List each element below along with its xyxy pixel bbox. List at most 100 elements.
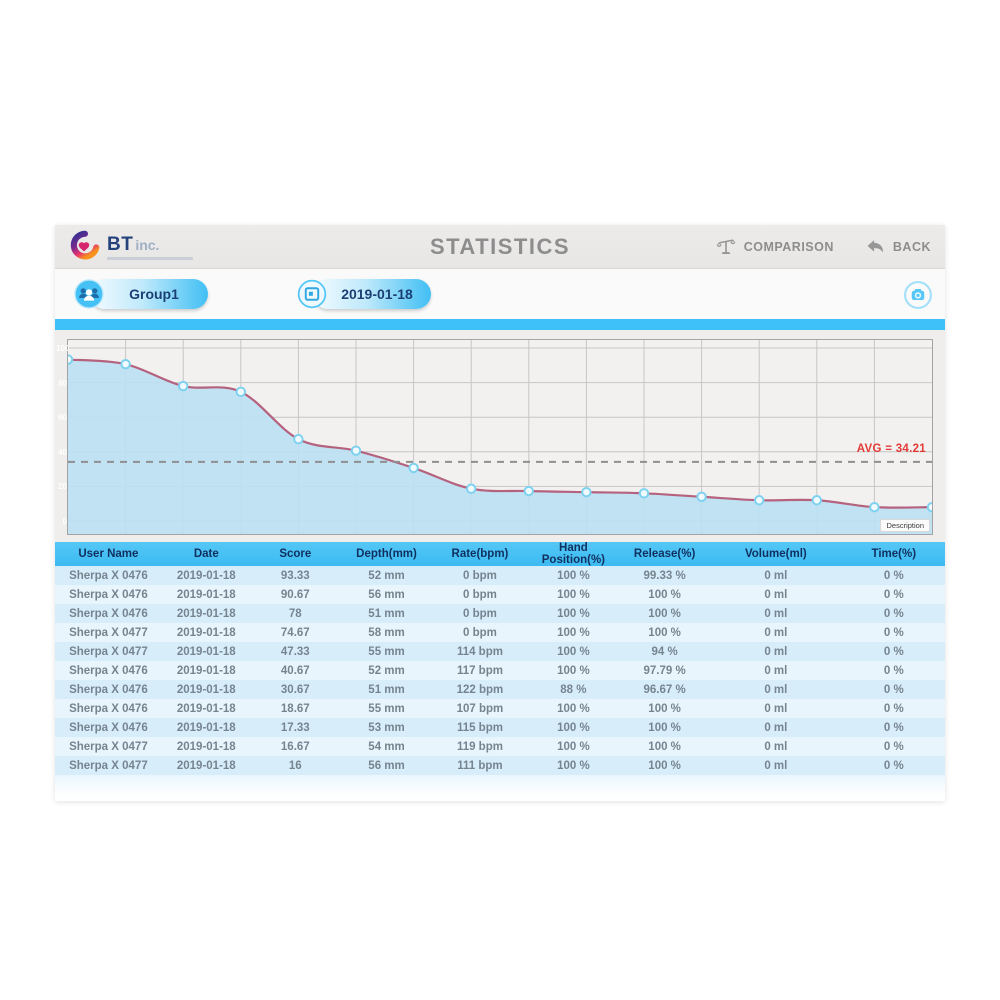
- table-cell: 100 %: [620, 604, 709, 623]
- table-cell: 100 %: [527, 661, 620, 680]
- table-cell: 58 mm: [340, 623, 433, 642]
- table-cell: 0 ml: [709, 680, 843, 699]
- y-axis-tick-label: 40: [56, 448, 67, 457]
- table-cell: 100 %: [527, 585, 620, 604]
- table-cell: 119 bpm: [433, 737, 526, 756]
- table-cell: 0 ml: [709, 566, 843, 585]
- group-people-icon: [73, 278, 105, 310]
- results-table: User NameDateScoreDepth(mm)Rate(bpm)Hand…: [55, 542, 945, 775]
- table-cell: 0 ml: [709, 661, 843, 680]
- comparison-button[interactable]: COMPARISON: [715, 236, 834, 258]
- table-cell: 78: [251, 604, 340, 623]
- filter-bar: Group1 2019-01-18: [55, 269, 945, 319]
- table-cell: 0 %: [843, 756, 945, 775]
- table-row[interactable]: Sherpa X 04762019-01-187851 mm0 bpm100 %…: [55, 604, 945, 623]
- table-cell: 0 %: [843, 623, 945, 642]
- table-cell: 0 %: [843, 585, 945, 604]
- table-cell: 51 mm: [340, 680, 433, 699]
- group-selector[interactable]: Group1: [73, 278, 208, 310]
- y-axis-tick-label: 80: [56, 379, 67, 388]
- table-cell: 0 %: [843, 566, 945, 585]
- table-cell: 0 ml: [709, 756, 843, 775]
- table-cell: 56 mm: [340, 756, 433, 775]
- table-row[interactable]: Sherpa X 04762019-01-1817.3353 mm115 bpm…: [55, 718, 945, 737]
- table-row[interactable]: Sherpa X 04772019-01-1874.6758 mm0 bpm10…: [55, 623, 945, 642]
- table-cell: Sherpa X 0476: [55, 699, 162, 718]
- table-cell: 2019-01-18: [162, 585, 251, 604]
- y-axis-tick-label: 20: [56, 482, 67, 491]
- table-cell: 122 bpm: [433, 680, 526, 699]
- table-cell: 114 bpm: [433, 642, 526, 661]
- table-cell: 100 %: [527, 718, 620, 737]
- table-cell: 88 %: [527, 680, 620, 699]
- table-cell: 0 ml: [709, 718, 843, 737]
- table-cell: 100 %: [527, 623, 620, 642]
- avg-label: AVG = 34.21: [857, 443, 926, 455]
- table-cell: Sherpa X 0477: [55, 756, 162, 775]
- table-cell: 47.33: [251, 642, 340, 661]
- table-cell: Sherpa X 0476: [55, 718, 162, 737]
- table-fade: [55, 775, 945, 801]
- column-header: Rate(bpm): [433, 542, 526, 566]
- table-cell: 0 %: [843, 718, 945, 737]
- table-cell: 0 ml: [709, 737, 843, 756]
- table-cell: Sherpa X 0476: [55, 566, 162, 585]
- table-cell: 97.79 %: [620, 661, 709, 680]
- table-cell: 0 ml: [709, 642, 843, 661]
- table-cell: Sherpa X 0476: [55, 680, 162, 699]
- table-row[interactable]: Sherpa X 04762019-01-1890.6756 mm0 bpm10…: [55, 585, 945, 604]
- table-cell: 0 %: [843, 642, 945, 661]
- table-cell: 100 %: [527, 604, 620, 623]
- table-cell: Sherpa X 0476: [55, 585, 162, 604]
- table-cell: 0 bpm: [433, 623, 526, 642]
- table-cell: 2019-01-18: [162, 756, 251, 775]
- table-cell: 16: [251, 756, 340, 775]
- table-cell: 0 bpm: [433, 566, 526, 585]
- table-cell: 74.67: [251, 623, 340, 642]
- table-cell: 100 %: [620, 756, 709, 775]
- y-axis-tick-label: 100: [56, 344, 67, 353]
- y-axis-tick-label: 60: [56, 413, 67, 422]
- column-header: Score: [251, 542, 340, 566]
- table-row[interactable]: Sherpa X 04762019-01-1893.3352 mm0 bpm10…: [55, 566, 945, 585]
- table-cell: 30.67: [251, 680, 340, 699]
- comparison-label: COMPARISON: [744, 240, 834, 254]
- table-cell: 0 bpm: [433, 585, 526, 604]
- y-axis-tick-label: 0: [56, 517, 67, 526]
- table-cell: 94 %: [620, 642, 709, 661]
- table-cell: 0 %: [843, 680, 945, 699]
- camera-button[interactable]: [903, 280, 933, 310]
- table-row[interactable]: Sherpa X 04762019-01-1818.6755 mm107 bpm…: [55, 699, 945, 718]
- back-label: BACK: [893, 240, 931, 254]
- table-cell: 0 %: [843, 699, 945, 718]
- table-cell: 52 mm: [340, 566, 433, 585]
- table-cell: Sherpa X 0477: [55, 737, 162, 756]
- table-row[interactable]: Sherpa X 04772019-01-1847.3355 mm114 bpm…: [55, 642, 945, 661]
- table-cell: 2019-01-18: [162, 680, 251, 699]
- table-cell: 100 %: [527, 737, 620, 756]
- table-cell: 96.67 %: [620, 680, 709, 699]
- camera-icon: [903, 280, 933, 310]
- table-cell: Sherpa X 0476: [55, 661, 162, 680]
- table-cell: 0 %: [843, 661, 945, 680]
- table-cell: 2019-01-18: [162, 566, 251, 585]
- table-cell: 54 mm: [340, 737, 433, 756]
- table-row[interactable]: Sherpa X 04772019-01-181656 mm111 bpm 100…: [55, 756, 945, 775]
- table-cell: 2019-01-18: [162, 699, 251, 718]
- table-cell: 0 ml: [709, 699, 843, 718]
- table-cell: Sherpa X 0477: [55, 623, 162, 642]
- table-cell: 0 ml: [709, 604, 843, 623]
- table-cell: 111 bpm: [433, 756, 526, 775]
- back-button[interactable]: BACK: [864, 236, 931, 258]
- table-row[interactable]: Sherpa X 04772019-01-1816.6754 mm119 bpm…: [55, 737, 945, 756]
- divider-bar: [55, 319, 945, 330]
- table-row[interactable]: Sherpa X 04762019-01-1840.6752 mm117 bpm…: [55, 661, 945, 680]
- description-label[interactable]: Description: [880, 519, 930, 532]
- page: BTinc. STATISTICS: [0, 0, 1000, 1000]
- table-cell: 17.33: [251, 718, 340, 737]
- table-cell: 115 bpm: [433, 718, 526, 737]
- table-cell: 0 bpm: [433, 604, 526, 623]
- top-bar: BTinc. STATISTICS: [55, 225, 945, 269]
- table-row[interactable]: Sherpa X 04762019-01-1830.6751 mm122 bpm…: [55, 680, 945, 699]
- date-selector[interactable]: 2019-01-18: [296, 278, 431, 310]
